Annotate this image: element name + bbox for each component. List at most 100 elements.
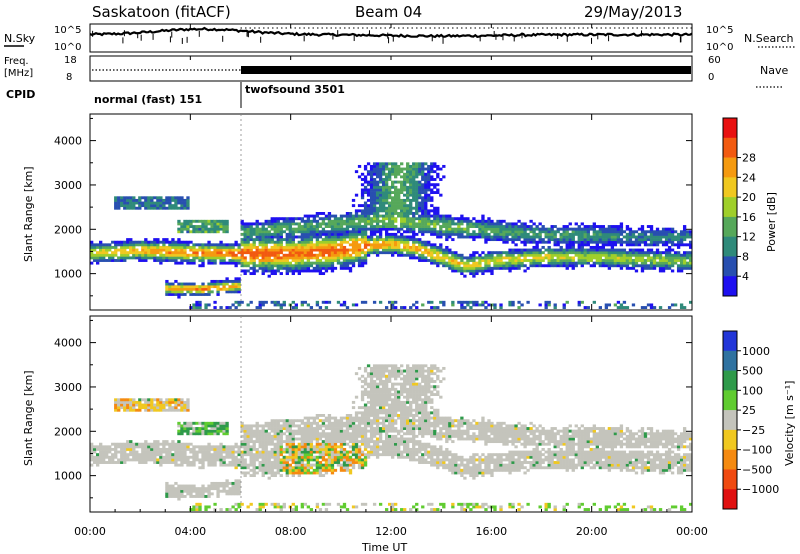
power-cell <box>306 266 311 270</box>
power-cell <box>565 235 569 239</box>
power-cell <box>372 248 377 252</box>
power-cell <box>315 261 320 265</box>
power-cell <box>252 227 256 231</box>
power-cell <box>177 196 181 200</box>
velocity-cell <box>228 461 232 464</box>
power-cell <box>550 261 554 265</box>
power-cell <box>544 248 548 252</box>
power-cell <box>601 243 606 247</box>
velocity-cell <box>171 400 175 404</box>
power-cell <box>363 209 368 213</box>
power-cell <box>562 306 566 309</box>
power-cell <box>394 227 398 231</box>
power-cell <box>487 261 491 265</box>
power-cell <box>631 253 636 257</box>
power-cell <box>499 256 503 260</box>
power-cell <box>583 227 587 231</box>
power-cell <box>433 191 437 194</box>
velocity-cell <box>204 489 208 493</box>
power-cell <box>243 238 247 242</box>
power-cell <box>312 235 317 239</box>
velocity-cell <box>219 421 223 425</box>
power-cell <box>676 269 681 273</box>
power-cell <box>424 256 428 260</box>
power-cell <box>481 256 485 260</box>
power-cell <box>276 245 280 249</box>
velocity-cell <box>279 434 283 438</box>
power-cell <box>198 219 202 223</box>
power-cell <box>493 238 497 242</box>
power-cell <box>586 259 590 262</box>
velocity-cell <box>216 427 220 430</box>
power-cell <box>279 225 283 228</box>
power-cell <box>303 238 308 242</box>
velocity-cell <box>318 463 323 467</box>
velocity-cell <box>315 437 320 441</box>
power-cell <box>369 172 374 176</box>
power-cell <box>138 206 142 210</box>
power-cell <box>526 300 530 304</box>
power-cell <box>592 248 596 252</box>
power-cell <box>682 227 687 231</box>
velocity-cell <box>333 455 338 459</box>
power-cell <box>252 256 256 260</box>
power-cell <box>634 261 639 265</box>
power-cell <box>439 227 443 231</box>
velocity-cell <box>234 489 238 493</box>
velocity-cell <box>288 458 292 462</box>
power-cell <box>186 206 190 210</box>
power-cell <box>252 243 256 247</box>
power-cell <box>243 248 247 252</box>
power-cell <box>406 206 410 210</box>
power-cell <box>321 240 326 244</box>
power-cell <box>625 306 630 309</box>
power-cell <box>661 232 666 236</box>
power-cell <box>252 230 256 234</box>
power-cell <box>391 214 395 218</box>
power-cell <box>424 193 428 197</box>
power-cell <box>357 204 362 208</box>
velocity-cell <box>300 468 305 472</box>
power-cell <box>658 240 663 244</box>
power-cell <box>625 232 630 236</box>
power-cell <box>664 261 669 265</box>
power-cell <box>400 227 404 231</box>
velocity-cell <box>195 455 199 459</box>
power-cell <box>177 287 181 291</box>
power-cell <box>285 222 289 226</box>
power-cell <box>670 230 675 234</box>
velocity-cell <box>183 424 187 428</box>
power-cell <box>430 243 434 247</box>
nsearch-label: N.Search <box>744 32 794 45</box>
velocity-cell <box>306 505 311 509</box>
velocity-cell <box>264 442 268 446</box>
power-cell <box>387 232 392 236</box>
velocity-cell <box>273 445 277 449</box>
power-cell <box>460 219 464 223</box>
power-cell <box>201 245 205 249</box>
power-cell <box>192 253 196 257</box>
velocity-cell <box>270 419 274 423</box>
power-cell <box>387 217 392 221</box>
velocity-cell <box>117 400 121 404</box>
power-cell <box>258 230 262 234</box>
power-cell <box>375 225 380 228</box>
power-cell <box>384 175 389 179</box>
power-cell <box>381 178 386 181</box>
power-cell <box>345 227 350 231</box>
power-cell <box>586 251 590 255</box>
power-cell <box>312 230 317 234</box>
power-cell <box>508 232 512 236</box>
power-cell <box>291 256 295 260</box>
velocity-cell <box>225 453 229 457</box>
velocity-cell <box>264 502 268 506</box>
power-cell <box>400 162 404 166</box>
velocity-cell <box>261 450 265 454</box>
power-cell <box>207 303 211 307</box>
velocity-cell <box>252 461 256 464</box>
power-cell <box>312 225 317 228</box>
velocity-cell <box>189 424 193 428</box>
power-cell <box>270 245 274 249</box>
station-title: Saskatoon (fitACF) <box>92 3 231 21</box>
power-cell <box>574 264 578 268</box>
